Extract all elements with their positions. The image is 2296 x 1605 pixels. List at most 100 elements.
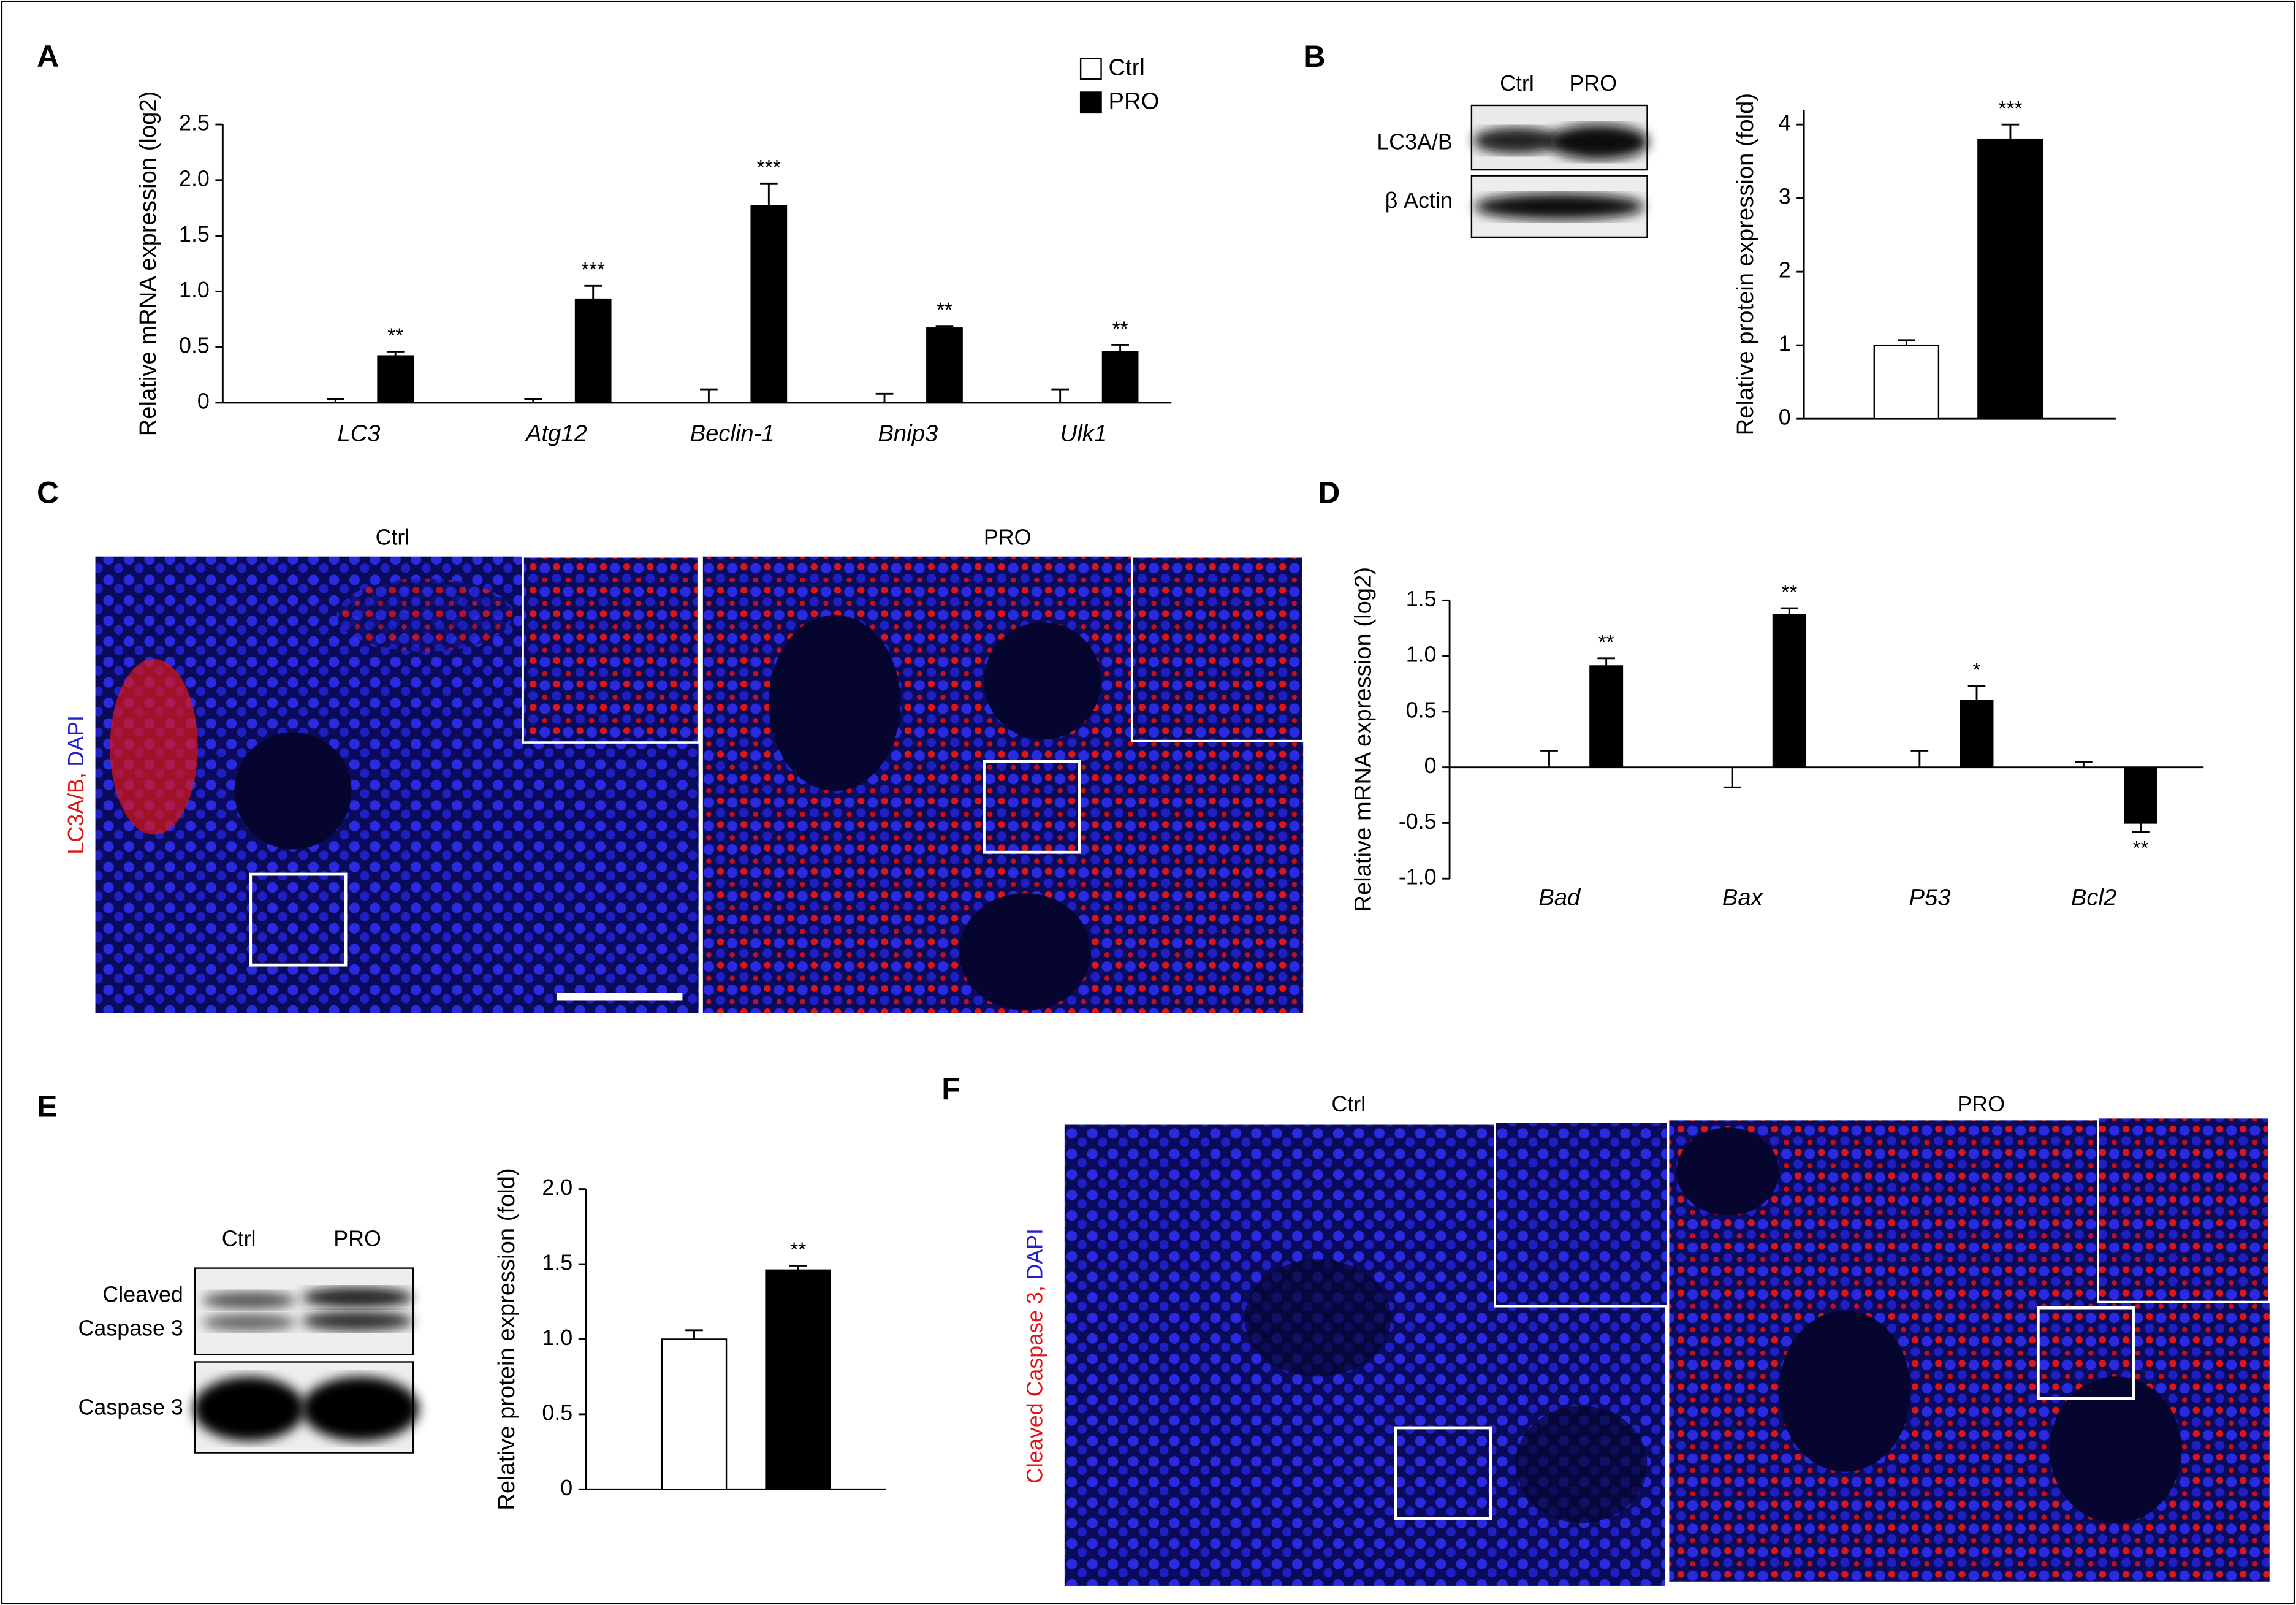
y-tick-label: 1.5 <box>542 1251 572 1275</box>
blot <box>1470 104 1649 238</box>
bar <box>926 327 963 404</box>
error-bar <box>584 284 603 300</box>
y-tick-label: 1.0 <box>1406 642 1437 667</box>
stain: Cleaved Caspase 3, <box>1023 1286 1047 1484</box>
micrograph <box>95 555 1304 1013</box>
stain-label: Cleaved Caspase 3, DAPI <box>1023 1229 1047 1484</box>
error-bar <box>875 392 894 403</box>
error-bar <box>326 398 344 403</box>
error-bar <box>1723 767 1741 788</box>
blot-row-label: β Actin <box>1385 188 1453 213</box>
panel-label: D <box>1318 476 1340 510</box>
bar <box>2124 766 2157 824</box>
significance: ** <box>1112 318 1128 340</box>
y-tick-label: 1.0 <box>542 1325 572 1350</box>
error-bar <box>685 1329 703 1340</box>
y-tick-label: 2 <box>1779 258 1791 283</box>
bar <box>574 298 612 404</box>
x-tick-label: P53 <box>1909 885 1951 911</box>
error-bar <box>1597 657 1615 666</box>
error-bar <box>2132 823 2150 833</box>
stain: LC3A/B, <box>64 772 88 854</box>
x-tick-label: Beclin-1 <box>690 421 775 447</box>
panel-label: F <box>941 1072 960 1106</box>
bar <box>765 1269 831 1490</box>
lane-label: PRO <box>333 1227 381 1251</box>
legend-swatch <box>1079 58 1102 80</box>
x-tick-label: Bax <box>1722 885 1764 911</box>
bar <box>1977 138 2043 420</box>
condition-label: Ctrl <box>1331 1092 1366 1116</box>
micrograph <box>1064 1116 2271 1586</box>
error-bar <box>1898 339 1915 346</box>
legend-swatch <box>1079 91 1102 114</box>
bar <box>750 205 788 404</box>
stain: DAPI <box>1023 1229 1047 1280</box>
panel-label: E <box>37 1089 57 1123</box>
bar <box>1589 665 1624 768</box>
y-tick-label: 0 <box>197 389 210 413</box>
error-bar <box>1111 344 1129 352</box>
blot-row-label: Caspase 3 <box>78 1316 183 1340</box>
y-tick-label: 2.5 <box>179 111 210 135</box>
x-tick-label: Bad <box>1538 885 1581 911</box>
blot-row-label: LC3A/B <box>1377 130 1452 154</box>
bar <box>1101 351 1139 404</box>
error-bar <box>2075 761 2093 768</box>
significance: ** <box>937 299 952 322</box>
y-axis-label: Relative mRNA expression (log2) <box>1350 567 1377 912</box>
significance: *** <box>757 156 781 179</box>
y-tick-label: -1.0 <box>1399 865 1437 890</box>
y-tick-label: 2.0 <box>542 1175 572 1200</box>
error-bar <box>2001 123 2020 140</box>
error-bar <box>524 398 542 403</box>
legend-label: PRO <box>1109 88 1160 114</box>
significance: *** <box>1998 97 2022 120</box>
error-bar <box>1051 388 1070 403</box>
x-tick-label: LC3 <box>337 421 380 447</box>
lane-label: Ctrl <box>1500 71 1534 96</box>
y-tick-label: 1.5 <box>1406 587 1437 611</box>
condition-label: PRO <box>984 525 1032 550</box>
error-bar <box>1910 750 1929 768</box>
significance: ** <box>1781 581 1797 604</box>
x-tick-label: Ulk1 <box>1060 421 1107 447</box>
error-bar <box>1540 750 1558 768</box>
stain: DAPI <box>64 715 88 767</box>
error-bar <box>935 325 954 329</box>
y-tick-label: 4 <box>1779 111 1791 135</box>
legend-label: Ctrl <box>1109 54 1145 80</box>
bar <box>661 1338 728 1490</box>
y-tick-label: 2.0 <box>179 166 210 191</box>
error-bar <box>386 350 405 356</box>
stain-label: LC3A/B, DAPI <box>64 715 88 855</box>
x-tick-label: Bcl2 <box>2071 885 2116 911</box>
significance: ** <box>1598 631 1614 654</box>
significance: ** <box>387 324 403 347</box>
significance: * <box>1972 659 1980 682</box>
error-bar <box>789 1265 807 1270</box>
bar <box>1772 614 1806 768</box>
y-tick-label: 3 <box>1779 185 1791 209</box>
bar <box>377 355 414 404</box>
x-tick-label: Bnip3 <box>878 421 938 447</box>
blot-row-label: Cleaved <box>102 1282 183 1306</box>
y-tick-label: 1 <box>1779 332 1791 356</box>
y-tick-label: 1.0 <box>179 278 210 302</box>
condition-label: PRO <box>1957 1092 2005 1116</box>
error-bar <box>759 182 778 206</box>
y-axis-label: Relative protein expression (fold) <box>1732 93 1758 435</box>
panel-label: B <box>1303 39 1325 74</box>
y-tick-label: 0.5 <box>179 334 210 358</box>
y-axis-label: Relative protein expression (fold) <box>493 1168 520 1510</box>
condition-label: Ctrl <box>376 525 410 550</box>
y-tick-label: 0 <box>1424 753 1437 778</box>
bar <box>1873 344 1940 420</box>
panel-label: C <box>37 476 59 510</box>
error-bar <box>700 388 718 403</box>
panel-label: A <box>37 39 59 74</box>
blot <box>193 1267 419 1454</box>
y-axis-label: Relative mRNA expression (log2) <box>135 91 161 437</box>
significance: ** <box>2133 837 2149 860</box>
